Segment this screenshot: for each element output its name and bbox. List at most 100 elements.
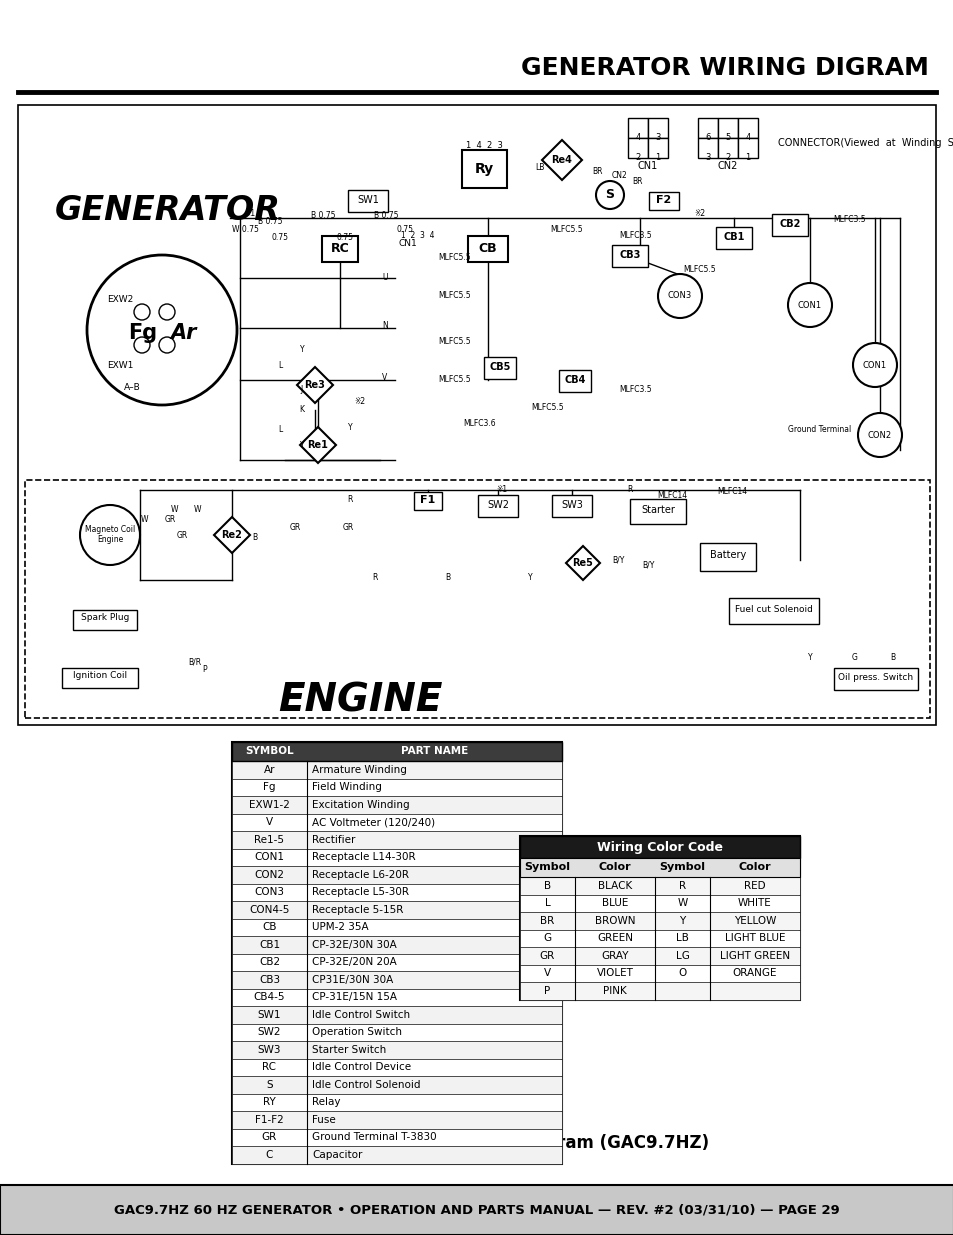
Text: P: P <box>202 666 207 674</box>
Text: R: R <box>347 495 353 505</box>
Bar <box>232 1007 561 1024</box>
Text: CON3: CON3 <box>254 887 284 898</box>
Text: B 0.75: B 0.75 <box>257 217 282 226</box>
Text: ORANGE: ORANGE <box>732 968 777 978</box>
Text: Symbol: Symbol <box>524 862 570 872</box>
Bar <box>738 119 758 138</box>
Circle shape <box>787 283 831 327</box>
Text: 2: 2 <box>724 153 730 163</box>
Text: GREEN: GREEN <box>597 934 633 944</box>
Text: CON4-5: CON4-5 <box>249 905 290 915</box>
Text: CB: CB <box>478 242 497 254</box>
Text: B: B <box>543 881 551 890</box>
Text: Wiring Color Code: Wiring Color Code <box>597 841 722 853</box>
Text: CB2: CB2 <box>779 219 800 228</box>
Text: 1: 1 <box>744 153 750 163</box>
Text: 2: 2 <box>635 153 640 163</box>
Text: MLFC3.5: MLFC3.5 <box>833 215 865 225</box>
Text: CB2: CB2 <box>258 957 280 967</box>
Bar <box>627 119 647 138</box>
Text: Magneto Coil: Magneto Coil <box>85 526 135 535</box>
Bar <box>232 919 561 936</box>
Text: RED: RED <box>743 881 765 890</box>
Text: EXW1-2: EXW1-2 <box>249 800 290 810</box>
Bar <box>232 797 561 814</box>
Text: W: W <box>141 515 149 525</box>
Text: L: L <box>277 426 282 435</box>
Text: B/Y: B/Y <box>611 556 623 564</box>
Text: RY: RY <box>263 1097 275 1108</box>
Bar <box>232 936 561 953</box>
Text: 3: 3 <box>704 153 710 163</box>
Text: LB: LB <box>676 934 688 944</box>
Text: MLFC5.5: MLFC5.5 <box>438 253 471 263</box>
Bar <box>718 119 738 138</box>
Text: B/R: B/R <box>189 657 201 667</box>
Bar <box>558 370 590 391</box>
Text: CN1: CN1 <box>638 161 658 170</box>
Text: 4: 4 <box>635 133 640 142</box>
Text: Y: Y <box>299 441 304 450</box>
Text: Idle Control Switch: Idle Control Switch <box>312 1010 410 1020</box>
Bar <box>0 0 953 100</box>
Text: LB: LB <box>535 163 544 173</box>
Text: W: W <box>677 898 687 908</box>
Text: 1  2  3  4: 1 2 3 4 <box>401 231 435 241</box>
Text: Color: Color <box>738 862 771 872</box>
Text: 1  4  2  3: 1 4 2 3 <box>466 141 502 149</box>
Text: WHITE: WHITE <box>738 898 771 908</box>
Text: Starter: Starter <box>640 505 674 515</box>
Text: YELLOW: YELLOW <box>733 915 776 926</box>
Circle shape <box>87 254 236 405</box>
Text: CB3: CB3 <box>258 974 280 984</box>
Bar <box>232 761 561 778</box>
Text: Re4: Re4 <box>551 156 572 165</box>
Circle shape <box>852 343 896 387</box>
Text: Idle Control Device: Idle Control Device <box>312 1062 411 1072</box>
Text: Receptacle L5-30R: Receptacle L5-30R <box>312 887 409 898</box>
Text: N: N <box>382 321 388 330</box>
Text: F1-F2: F1-F2 <box>254 1115 284 1125</box>
Text: V: V <box>543 968 551 978</box>
Polygon shape <box>299 427 335 463</box>
Bar <box>18 105 935 725</box>
Bar <box>519 836 800 999</box>
Text: GR: GR <box>176 531 188 540</box>
Text: S: S <box>266 1079 273 1089</box>
Text: R: R <box>627 485 632 494</box>
Text: 0.75: 0.75 <box>336 232 354 242</box>
Text: Capacitor: Capacitor <box>312 1150 362 1160</box>
Bar <box>322 236 357 262</box>
Text: Fg: Fg <box>263 782 275 792</box>
Text: V: V <box>266 818 273 827</box>
Text: CON1: CON1 <box>254 852 284 862</box>
Text: LG: LG <box>675 951 689 961</box>
Bar <box>232 1058 561 1076</box>
Text: 6: 6 <box>704 133 710 142</box>
Text: BR: BR <box>632 178 642 186</box>
Bar <box>519 982 800 999</box>
Text: Fg: Fg <box>128 324 157 343</box>
Bar <box>232 778 561 797</box>
Bar <box>232 831 561 848</box>
Text: Idle Control Solenoid: Idle Control Solenoid <box>312 1079 420 1089</box>
Text: G: G <box>543 934 551 944</box>
Text: CN2: CN2 <box>612 170 627 179</box>
Text: SW1: SW1 <box>356 195 378 205</box>
Circle shape <box>857 412 901 457</box>
Text: K: K <box>299 405 304 415</box>
Text: 3: 3 <box>655 133 660 142</box>
Text: GR: GR <box>539 951 555 961</box>
Text: GENERATOR WIRING DIGRAM: GENERATOR WIRING DIGRAM <box>520 56 928 80</box>
Text: Y: Y <box>679 915 685 926</box>
Text: F1: F1 <box>420 495 436 505</box>
Text: CP31E/30N 30A: CP31E/30N 30A <box>312 974 393 984</box>
Polygon shape <box>213 517 250 553</box>
Text: Receptacle 5-15R: Receptacle 5-15R <box>312 905 403 915</box>
Text: CB4-5: CB4-5 <box>253 992 285 1003</box>
Text: U: U <box>382 273 387 283</box>
Circle shape <box>658 274 701 317</box>
Text: SW2: SW2 <box>257 1028 281 1037</box>
Text: VIOLET: VIOLET <box>596 968 633 978</box>
Text: Fuel cut Solenoid: Fuel cut Solenoid <box>735 605 812 615</box>
